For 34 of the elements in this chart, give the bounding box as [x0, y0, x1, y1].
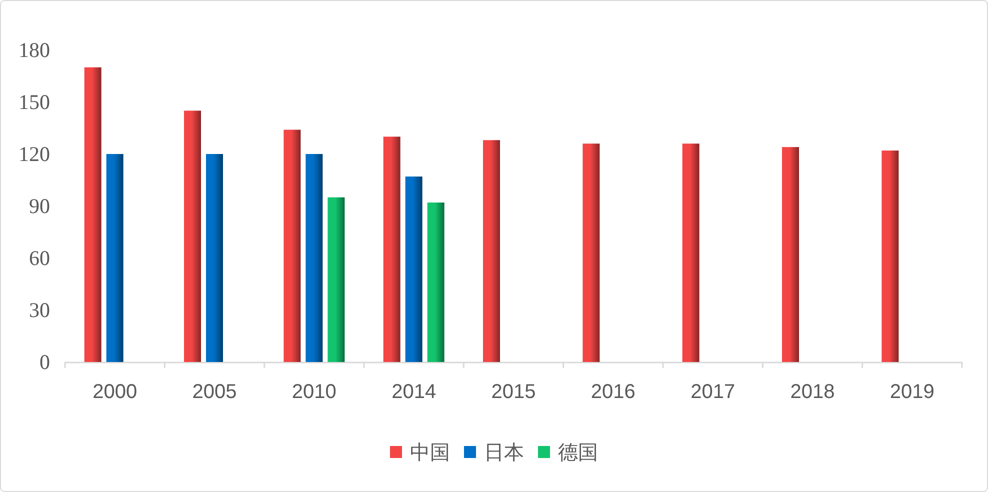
x-tick-label: 2016: [590, 381, 636, 403]
y-tick-label: 30: [29, 298, 50, 322]
x-tick-label: 2000: [92, 381, 138, 403]
bar: [782, 147, 799, 362]
bar: [682, 144, 700, 362]
x-tick-label: 2017: [690, 381, 736, 403]
x-tick-label: 2018: [790, 381, 835, 403]
bar: [328, 197, 345, 362]
bar: [306, 154, 323, 362]
bar: [405, 176, 422, 362]
x-tick-label: 2015: [491, 381, 536, 403]
bar: [84, 67, 102, 362]
y-tick-label: 60: [29, 246, 50, 270]
bar: [882, 150, 899, 362]
legend-label: 日本: [484, 442, 524, 464]
y-tick-label: 180: [18, 38, 50, 62]
bar: [206, 154, 223, 362]
legend-label: 中国: [410, 442, 450, 464]
y-tick-label: 0: [40, 350, 50, 374]
x-tick-label: 2005: [192, 381, 237, 403]
y-tick-label: 150: [18, 90, 50, 114]
bar: [483, 140, 500, 362]
y-tick-label: 90: [29, 194, 50, 218]
y-tick-label: 120: [18, 142, 50, 166]
legend-label: 德国: [558, 442, 598, 464]
bar: [383, 136, 400, 362]
x-tick-label: 2019: [890, 381, 934, 403]
x-tick-label: 2014: [392, 381, 436, 403]
bar: [284, 130, 301, 362]
bar: [106, 154, 124, 362]
bar: [184, 110, 201, 362]
x-tick-label: 2010: [292, 381, 336, 403]
bar: [427, 202, 444, 362]
bar: [582, 144, 600, 362]
